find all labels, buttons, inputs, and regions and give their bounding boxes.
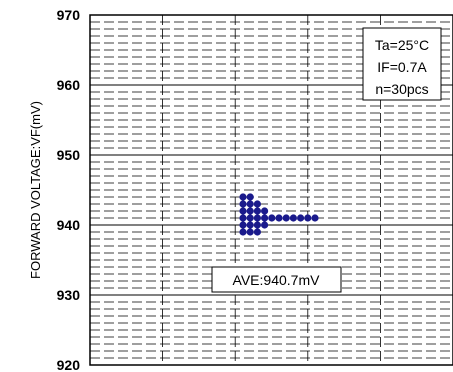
condition-current: IF=0.7A [377, 59, 427, 75]
y-tick-label: 940 [57, 217, 81, 233]
data-point [289, 214, 297, 222]
data-point [253, 228, 261, 236]
data-point [239, 228, 247, 236]
data-point [246, 221, 254, 229]
data-point [297, 214, 305, 222]
condition-sample-size: n=30pcs [375, 81, 428, 97]
data-point [239, 200, 247, 208]
conditions-box: Ta=25°C IF=0.7A n=30pcs [362, 27, 442, 101]
data-point [239, 207, 247, 215]
data-point [239, 221, 247, 229]
average-box: AVE:940.7mV [211, 266, 342, 293]
data-point [268, 214, 276, 222]
data-point [275, 214, 283, 222]
data-point [246, 228, 254, 236]
grid [90, 15, 453, 365]
data-point [246, 193, 254, 201]
y-tick-label: 960 [57, 77, 81, 93]
data-points [239, 193, 319, 236]
data-point [246, 200, 254, 208]
data-point [246, 214, 254, 222]
average-label: AVE:940.7mV [233, 272, 321, 288]
data-point [253, 200, 261, 208]
y-tick-label: 950 [57, 147, 81, 163]
data-point [261, 221, 269, 229]
data-point [261, 214, 269, 222]
data-point [253, 214, 261, 222]
y-tick-label: 920 [57, 357, 81, 372]
data-point [246, 207, 254, 215]
data-point [253, 221, 261, 229]
data-point [282, 214, 290, 222]
y-axis-title: FORWARD VOLTAGE:VF(mV) [28, 101, 43, 279]
data-point [239, 193, 247, 201]
plot-frame [89, 14, 453, 366]
y-tick-label: 970 [57, 7, 81, 23]
condition-temperature: Ta=25°C [375, 37, 429, 53]
data-point [261, 207, 269, 215]
data-point [239, 214, 247, 222]
y-tick-label: 930 [57, 287, 81, 303]
y-tick-labels: 920 930 940 950 960 970 [57, 7, 81, 372]
data-point [304, 214, 312, 222]
data-point [253, 207, 261, 215]
data-point [311, 214, 319, 222]
